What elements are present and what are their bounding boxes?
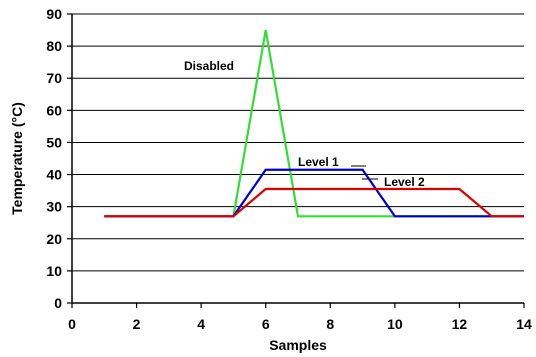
annotation-disabled: Disabled — [184, 59, 234, 73]
x-tick-label-10: 10 — [387, 316, 403, 332]
series-line-level1 — [104, 168, 524, 218]
x-tick-label-8: 8 — [326, 316, 334, 332]
y-axis-label: Temperature (°C) — [9, 102, 25, 215]
y-tick-label-60: 60 — [46, 102, 62, 118]
x-tick-label-4: 4 — [197, 316, 205, 332]
y-tick-label-50: 50 — [46, 134, 62, 150]
x-tick-label-12: 12 — [452, 316, 468, 332]
annotation-level-2: Level 2 — [384, 175, 425, 189]
x-tick-label-2: 2 — [133, 316, 141, 332]
x-axis-label: Samples — [269, 337, 327, 353]
y-tick-label-80: 80 — [46, 38, 62, 54]
y-axis-ticks: 0 10 20 30 40 50 60 70 80 90 — [46, 6, 72, 311]
y-tick-label-40: 40 — [46, 167, 62, 183]
y-tick-label-0: 0 — [54, 295, 62, 311]
x-tick-label-14: 14 — [516, 316, 532, 332]
annotation-level-1: Level 1 — [298, 155, 339, 169]
x-tick-label-0: 0 — [68, 316, 76, 332]
grid-lines — [72, 13, 524, 272]
y-tick-label-30: 30 — [46, 199, 62, 215]
series-layer — [104, 29, 524, 218]
series-line-level2 — [104, 187, 524, 218]
y-tick-label-90: 90 — [46, 6, 62, 22]
y-tick-label-20: 20 — [46, 231, 62, 247]
series-annotations: Disabled Level 1 Level 2 — [184, 59, 425, 189]
x-axis-ticks: 0 2 4 6 8 10 12 14 — [68, 303, 532, 332]
y-tick-label-10: 10 — [46, 263, 62, 279]
y-tick-label-70: 70 — [46, 70, 62, 86]
x-tick-label-6: 6 — [262, 316, 270, 332]
